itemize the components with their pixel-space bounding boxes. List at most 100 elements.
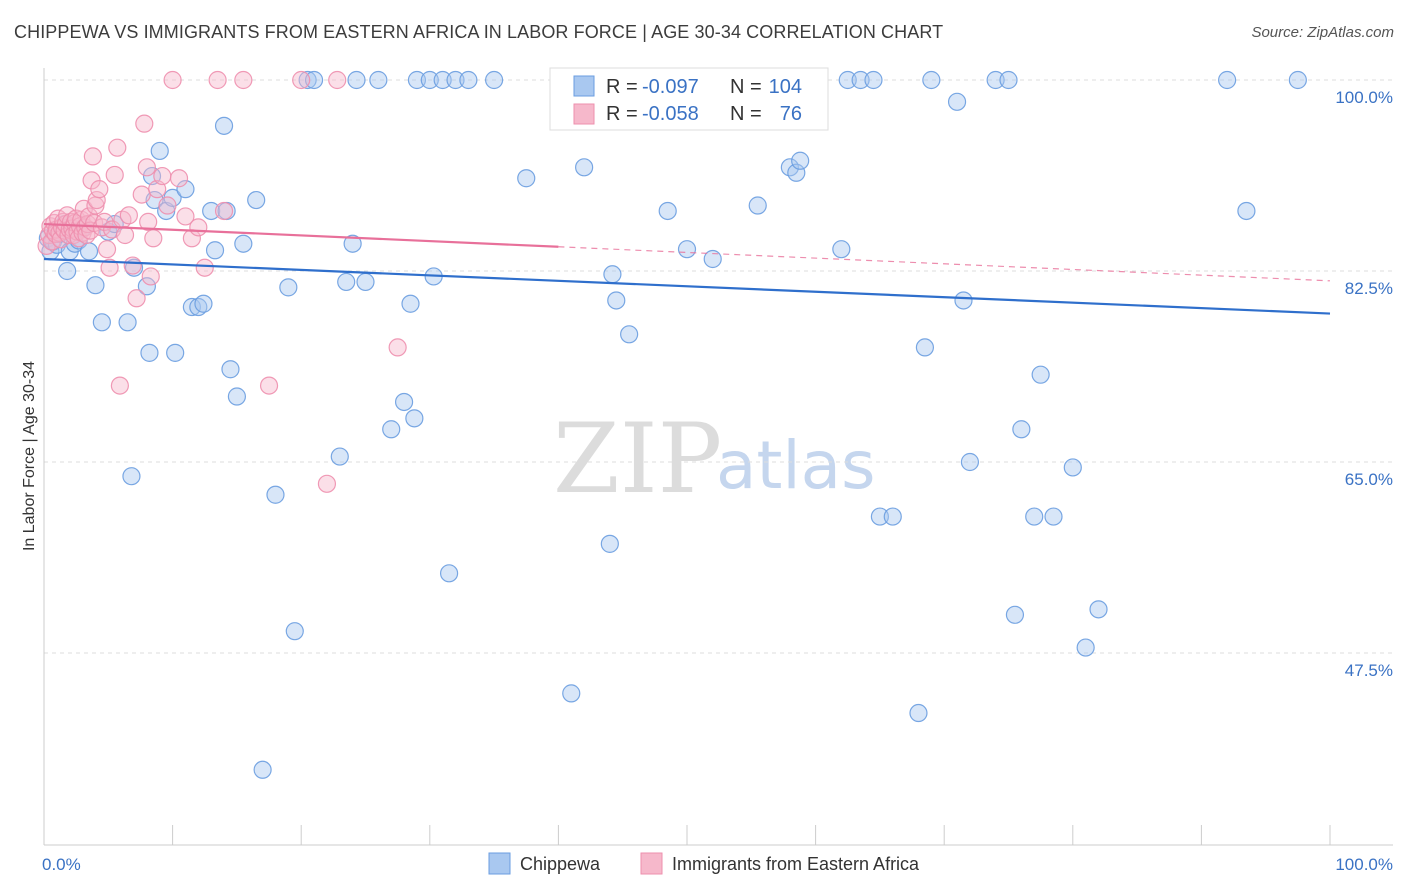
bottom-legend-swatch-immigrants bbox=[640, 852, 663, 875]
y-tick-label-2: 65.0% bbox=[1345, 470, 1393, 489]
chippewa-point-66 bbox=[562, 684, 581, 703]
chippewa-point-62 bbox=[446, 70, 465, 90]
chippewa-point-30 bbox=[182, 297, 201, 317]
immigrants-point-46 bbox=[108, 138, 127, 157]
immigrants-point-74 bbox=[388, 338, 407, 357]
chippewa-point-58 bbox=[420, 70, 439, 90]
chippewa-point-73 bbox=[658, 201, 677, 221]
immigrants-trend-line bbox=[43, 222, 559, 248]
chippewa-point-29 bbox=[176, 180, 195, 199]
watermark-zip: ZIP bbox=[553, 403, 722, 515]
chippewa-point-104 bbox=[1089, 600, 1108, 619]
chippewa-point-63 bbox=[459, 70, 478, 90]
immigrants-point-68 bbox=[208, 70, 227, 90]
chippewa-point-37 bbox=[221, 360, 240, 379]
chippewa-point-71 bbox=[620, 325, 639, 344]
chippewa-point-75 bbox=[703, 249, 722, 269]
chippewa-point-35 bbox=[214, 116, 234, 135]
immigrants-point-45 bbox=[105, 165, 124, 185]
legend-swatch-immigrants bbox=[573, 103, 595, 125]
chippewa-point-96 bbox=[999, 70, 1018, 90]
chippewa-point-101 bbox=[1044, 507, 1063, 526]
immigrants-point-73 bbox=[317, 474, 337, 493]
chippewa-point-55 bbox=[401, 294, 420, 313]
axes bbox=[43, 68, 1393, 846]
chippewa-point-46 bbox=[304, 70, 324, 90]
watermark: ZIP atlas bbox=[553, 403, 876, 515]
chippewa-point-99 bbox=[1025, 507, 1044, 526]
chippewa-point-41 bbox=[253, 760, 272, 779]
immigrants-point-64 bbox=[176, 207, 195, 226]
series-immigrants-points bbox=[37, 70, 407, 493]
bottom-legend-swatch-chippewa bbox=[488, 852, 511, 875]
chippewa-point-60 bbox=[433, 70, 452, 90]
legend-r-label-1: R = bbox=[606, 76, 638, 98]
immigrants-point-67 bbox=[195, 258, 214, 277]
immigrants-point-60 bbox=[153, 166, 172, 186]
trend-lines bbox=[43, 222, 1331, 315]
chippewa-point-91 bbox=[922, 70, 941, 90]
immigrants-point-39 bbox=[90, 180, 109, 199]
chippewa-point-44 bbox=[285, 622, 304, 641]
chippewa-point-89 bbox=[909, 703, 928, 723]
chippewa-point-48 bbox=[337, 272, 356, 292]
chippewa-point-49 bbox=[343, 234, 362, 253]
chippewa-point-64 bbox=[485, 70, 504, 90]
immigrants-point-72 bbox=[292, 70, 311, 90]
legend-n-value-1: 104 bbox=[769, 76, 802, 98]
chippewa-point-45 bbox=[298, 70, 317, 90]
immigrants-point-58 bbox=[144, 229, 163, 248]
immigrants-point-51 bbox=[123, 256, 142, 275]
x-ticks bbox=[43, 825, 1331, 845]
chippewa-point-34 bbox=[205, 241, 225, 260]
chippewa-point-90 bbox=[915, 338, 935, 357]
chippewa-point-82 bbox=[791, 151, 810, 170]
legend-swatch-chippewa bbox=[573, 75, 595, 97]
chippewa-point-98 bbox=[1012, 420, 1031, 439]
chippewa-point-86 bbox=[864, 70, 883, 90]
immigrants-point-70 bbox=[234, 70, 253, 90]
immigrants-point-54 bbox=[135, 114, 154, 133]
chippewa-point-69 bbox=[603, 265, 622, 284]
immigrants-point-42 bbox=[97, 240, 117, 259]
chippewa-point-43 bbox=[279, 278, 298, 297]
chippewa-point-8 bbox=[58, 261, 77, 281]
immigrants-point-53 bbox=[132, 185, 151, 204]
chippewa-point-70 bbox=[607, 291, 626, 310]
chippewa-point-83 bbox=[832, 240, 851, 259]
source-credit: Source: ZipAtlas.com bbox=[1251, 24, 1394, 41]
chippewa-point-87 bbox=[870, 507, 890, 526]
chippewa-point-33 bbox=[202, 201, 221, 221]
watermark-atlas: atlas bbox=[716, 427, 876, 504]
immigrants-point-56 bbox=[139, 212, 158, 231]
immigrants-point-62 bbox=[163, 70, 182, 90]
correlation-legend: R = -0.097 N = 104 R = -0.058 N = 76 bbox=[549, 67, 829, 131]
legend-n-label-1: N = bbox=[730, 76, 762, 98]
immigrants-point-35 bbox=[83, 147, 102, 166]
y-tick-label-3: 47.5% bbox=[1345, 661, 1393, 680]
bottom-legend-label-immigrants: Immigrants from Eastern Africa bbox=[672, 854, 920, 874]
chippewa-point-50 bbox=[347, 70, 366, 90]
legend-r-value-1: -0.097 bbox=[642, 76, 699, 98]
immigrants-point-52 bbox=[127, 289, 146, 308]
grid-lines bbox=[44, 79, 1393, 654]
chart-title: CHIPPEWA VS IMMIGRANTS FROM EASTERN AFRI… bbox=[14, 22, 944, 42]
chippewa-point-14 bbox=[86, 276, 105, 295]
immigrants-point-75 bbox=[328, 70, 347, 90]
chippewa-trend-line bbox=[43, 257, 1331, 315]
x-tick-label-0: 0.0% bbox=[42, 855, 81, 874]
chippewa-point-74 bbox=[677, 240, 697, 259]
immigrants-point-50 bbox=[119, 206, 138, 225]
chippewa-point-53 bbox=[382, 420, 401, 439]
immigrants-point-43 bbox=[100, 258, 119, 277]
chippewa-point-61 bbox=[439, 564, 459, 583]
legend-r-value-2: -0.058 bbox=[642, 103, 699, 125]
chippewa-point-54 bbox=[394, 392, 414, 412]
chippewa-point-47 bbox=[330, 447, 349, 466]
chippewa-point-105 bbox=[1218, 70, 1237, 90]
legend-n-value-2: 76 bbox=[780, 103, 802, 125]
chippewa-point-51 bbox=[356, 272, 375, 292]
chippewa-point-102 bbox=[1063, 458, 1082, 477]
chippewa-point-81 bbox=[787, 163, 806, 182]
